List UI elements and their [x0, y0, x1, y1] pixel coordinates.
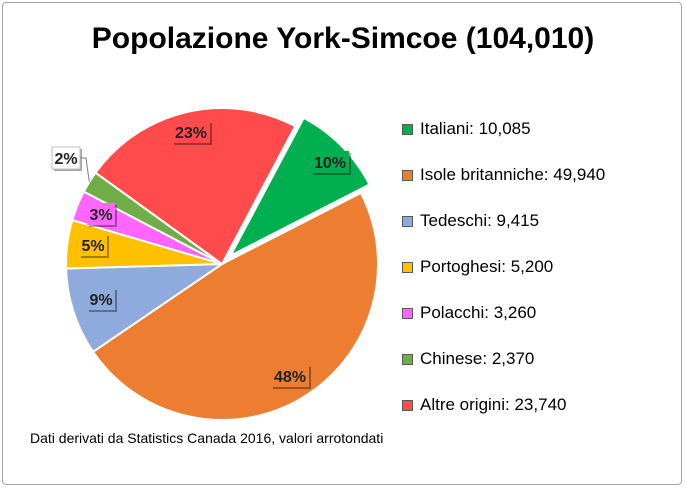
data-label-text: 48%: [274, 369, 306, 386]
data-label-text: 2%: [54, 151, 77, 168]
data-label-text: 9%: [89, 292, 112, 309]
legend-label: Polacchi: 3,260: [420, 303, 537, 322]
chart-title: Popolazione York-Simcoe (104,010): [91, 22, 595, 55]
legend-swatch: [402, 353, 413, 365]
legend-item-isole-britanniche: Isole britanniche: 49,940: [402, 163, 605, 187]
source-note: Dati derivati da Statistics Canada 2016,…: [30, 430, 384, 446]
data-label-portoghesi: 5%: [79, 234, 109, 258]
data-label-polacchi: 3%: [87, 203, 117, 227]
legend-item-portoghesi: Portoghesi: 5,200: [402, 255, 553, 279]
legend-swatch: [402, 123, 413, 135]
pie-slice-isole-britanniche: [91, 191, 379, 421]
legend-item-tedeschi: Tedeschi: 9,415: [402, 209, 539, 233]
data-label-tedeschi: 9%: [87, 288, 117, 312]
legend-item-polacchi: Polacchi: 3,260: [402, 301, 536, 325]
pie-slice-tedeschi: [65, 262, 226, 354]
data-label-chinese: 2%: [51, 146, 82, 171]
data-label-text: 5%: [81, 238, 104, 255]
data-label-italiani: 10%: [311, 151, 351, 175]
legend-label: Altre origini: 23,740: [420, 395, 567, 414]
leader-line: [80, 157, 90, 183]
legend-label: Italiani: 10,085: [420, 119, 531, 138]
legend-item-italiani: Italiani: 10,085: [402, 117, 531, 141]
data-label-isole-britanniche: 48%: [271, 365, 311, 389]
legend-swatch: [402, 261, 413, 273]
legend-swatch: [402, 215, 413, 227]
data-label-altre-origini: 23%: [172, 121, 212, 145]
legend-label: Tedeschi: 9,415: [420, 211, 540, 230]
legend-item-altre-origini: Altre origini: 23,740: [402, 393, 566, 417]
legend-swatch: [402, 307, 413, 319]
pie-slice-altre-origini: [94, 107, 297, 266]
legend-label: Portoghesi: 5,200: [420, 257, 554, 276]
legend-item-chinese: Chinese: 2,370: [402, 347, 534, 371]
data-label-text: 10%: [314, 155, 346, 172]
legend-swatch: [402, 169, 413, 181]
data-label-text: 3%: [89, 207, 112, 224]
legend-label: Isole britanniche: 49,940: [420, 165, 606, 184]
legend-label: Chinese: 2,370: [420, 349, 535, 368]
legend-swatch: [402, 399, 413, 411]
data-label-text: 23%: [175, 125, 207, 142]
